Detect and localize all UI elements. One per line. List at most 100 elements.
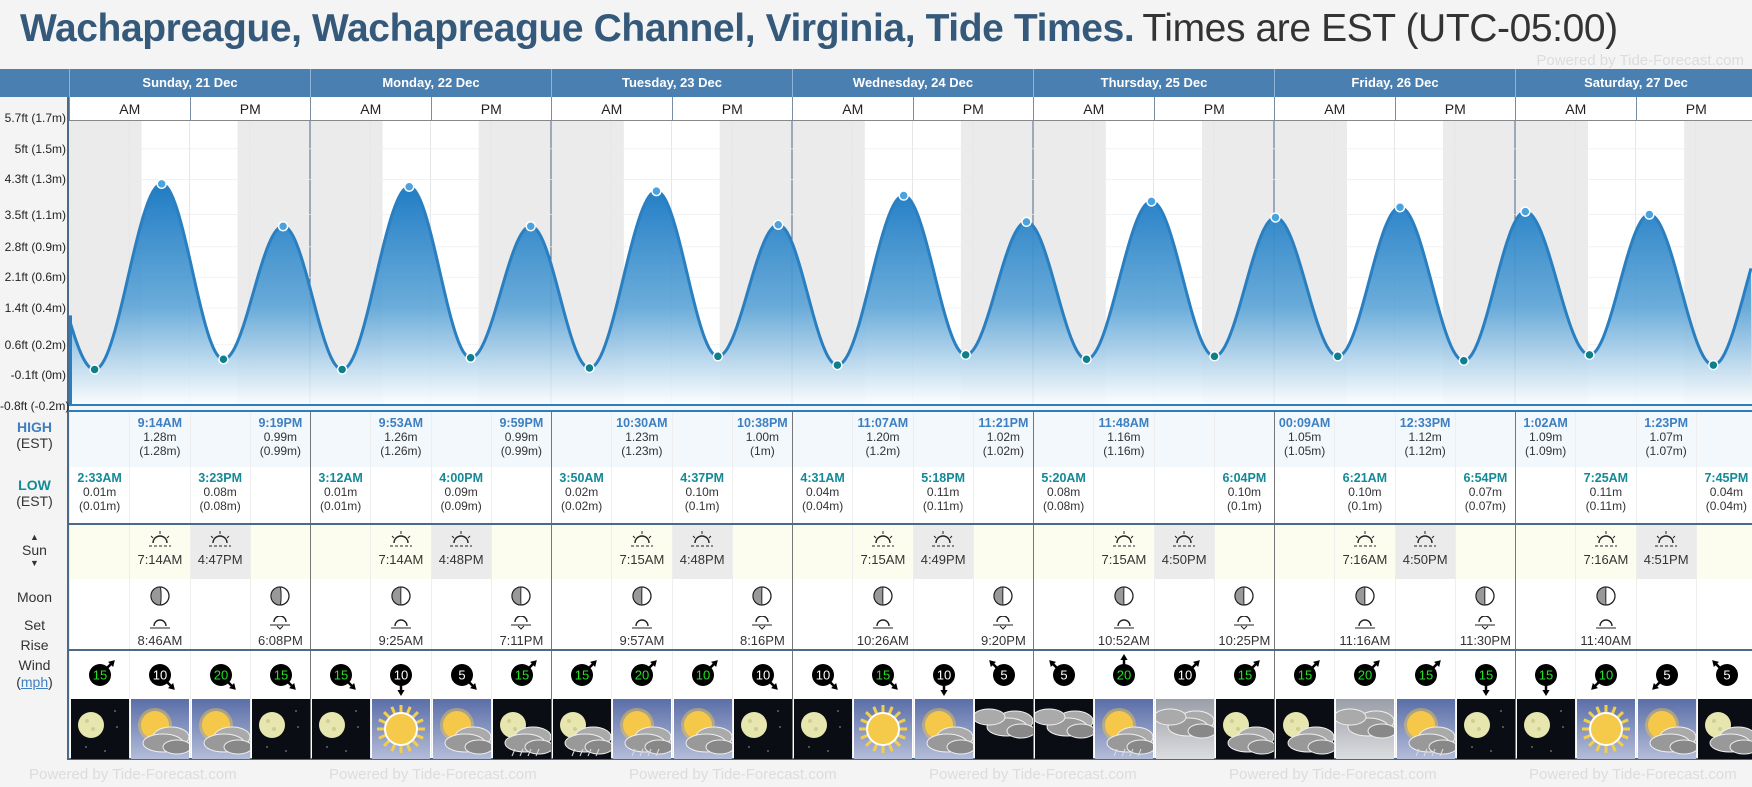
sunset-time: 4:48PM [438,552,484,567]
high-label: HIGH (EST) [0,419,69,451]
watermark: Powered by Tide-Forecast.com [1536,52,1744,69]
wind-speed: 5 [1000,668,1007,683]
tide-height-alt: (1.12m) [1404,444,1446,458]
low-tz: (EST) [16,493,53,509]
moonset-icon [251,615,310,633]
moonrise-time: 9:25AM [378,633,424,648]
rowMoon-cell [430,579,491,649]
ampm-label: AM [310,97,431,121]
low-tide-point [960,349,971,361]
y-tick-label: 5.7ft (1.7m) [4,111,66,126]
low-tide-point [1584,349,1595,361]
ampm-label: PM [912,97,1034,121]
high-tide-point [403,181,415,193]
moonrise-time: 9:57AM [619,633,665,648]
sunrise-icon [1094,531,1153,552]
wind-arrow-icon: 5 [1711,660,1738,686]
wind-arrow-icon: 20 [209,664,236,690]
moon-phase-icon [1576,585,1635,610]
wind-arrow-icon: 15 [510,660,537,686]
rowSun-cell [1515,525,1575,579]
wind-arrow-icon: 15 [872,664,899,690]
mph-unit-link[interactable]: mph [20,674,49,690]
wind-arrow-icon: 10 [751,664,778,690]
low-tide-entry: 5:18PM 0.11m (0.11m) [912,467,973,523]
tide-height: 0.04m [805,485,840,499]
tide-height: 0.09m [444,485,478,499]
low-tide-point [1081,353,1092,365]
wind-arrow-icon: 15 [1294,660,1320,686]
moonset-icon [733,615,792,633]
rowMoon-cell [1033,579,1093,649]
high-tide-entry: 11:21PM 1.02m (1.02m) [972,412,1033,467]
moon-weather-icon [794,699,852,759]
sun-weather-icon [854,699,913,759]
rowSun-cell: 4:50PM [1153,525,1214,579]
rowMoon-cell: 10:25PM [1213,579,1274,649]
low-tide-point [218,353,229,365]
high-tide-entry: 12:33PM 1.12m (1.12m) [1394,412,1455,467]
ampm-label: PM [1394,97,1516,121]
day-header: Tuesday, 23 Dec [551,69,792,97]
wind-speed: 5 [1060,668,1067,683]
low-tide-point [465,352,476,364]
tide-time: 11:07AM [857,416,909,430]
rowLow-cell [1515,467,1575,523]
rowLow-cell [972,467,1033,523]
rowHigh-cell [69,412,129,467]
moonrise-time: 10:52AM [1097,633,1150,648]
wind-cell: 5 [1033,651,1093,698]
moon-set-label: Set [23,617,45,633]
rowHigh-cell [1033,412,1093,467]
low-tide-entry: 5:20AM 0.08m (0.08m) [1033,467,1093,523]
moon-phase-icon [251,585,310,610]
tide-height-alt: (0.11m) [1585,499,1627,513]
sun-cloud-weather-icon [432,699,493,759]
tide-height-alt: (1.07m) [1645,444,1687,458]
high-tide-entry: 1:23PM 1.07m (1.07m) [1635,412,1696,467]
wind-cell: 10 [731,651,792,698]
tide-height-alt: (0.07m) [1464,499,1507,513]
rowWx-cell [731,698,792,759]
wind-speed: 15 [1298,668,1312,683]
rowMoon-cell [1153,579,1214,649]
tide-height-alt: (0.01m) [78,499,121,513]
ampm-label: PM [1153,97,1275,121]
sunset-icon [191,531,250,552]
high-tide-entry: 10:38PM 1.00m (1m) [731,412,792,467]
tide-time: 3:50AM [559,471,604,485]
sunrise-time: 7:16AM [1342,552,1388,567]
moon-phase-icon [733,585,792,610]
moonset-icon [492,615,551,633]
low-tide-point [336,364,348,375]
sunrise-icon [853,531,912,552]
wind-speed: 5 [1663,668,1670,683]
moonrise-icon [1335,616,1394,633]
rowWx-cell [611,698,674,759]
y-tick-label: 4.3ft (1.3m) [4,172,66,187]
sun-cloud-weather-icon [1637,699,1698,759]
tide-time: 4:31AM [800,471,845,485]
wind-cell: 10 [129,651,189,698]
rowMoon-cell: 6:08PM [249,579,310,649]
wind-cell: 10 [792,651,852,698]
tide-height: 0.10m [1227,485,1262,499]
rowHigh-cell [1334,412,1394,467]
ampm-label: AM [1515,97,1636,121]
ampm-label: PM [430,97,552,121]
sunrise-time: 7:15AM [619,552,665,567]
rowMoon-cell [189,579,250,649]
moon-phase-icon [1335,585,1394,610]
moon-weather-icon [1517,699,1575,759]
day-header: Wednesday, 24 Dec [792,69,1033,97]
rowLow-cell [490,467,551,523]
low-tide-point [584,362,595,374]
tide-height-alt: (1.02m) [982,444,1025,458]
rowMoon-cell: 8:16PM [731,579,792,649]
low-tide-entry: 4:31AM 0.04m (0.04m) [792,467,852,523]
low-tide-entry: 6:04PM 0.10m (0.1m) [1213,467,1274,523]
rowLow-cell [249,467,310,523]
y-tick-label: -0.8ft (-0.2m) [0,399,70,413]
rowHigh-cell [1454,412,1515,467]
rowWx-cell [1515,698,1575,759]
